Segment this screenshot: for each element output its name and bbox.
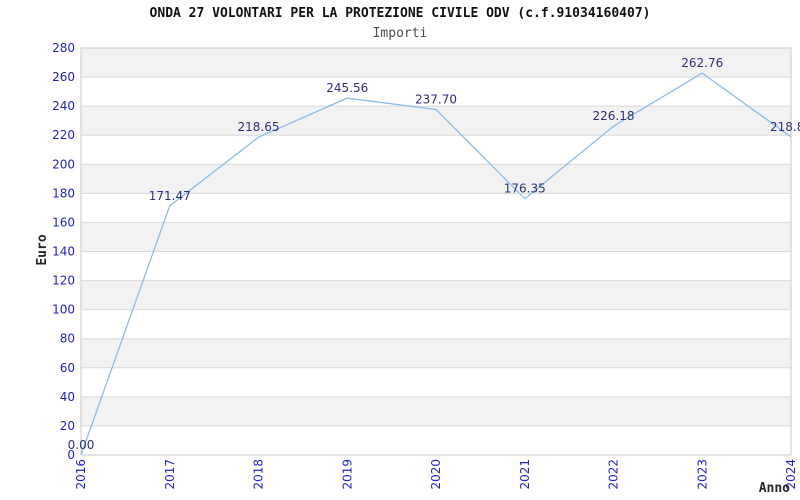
grid-band: [81, 106, 791, 136]
point-label: 218.65: [238, 120, 280, 134]
y-tick-label: 0: [67, 448, 75, 462]
plot-border: [80, 47, 792, 456]
point-label: 218.81: [770, 120, 800, 134]
y-tick-label: 120: [52, 274, 75, 288]
x-tick-label: 2017: [163, 459, 177, 490]
y-tick-label: 20: [60, 419, 75, 433]
point-label: 226.18: [593, 109, 635, 123]
x-tick-label: 2018: [252, 459, 266, 490]
point-label: 0.00: [68, 438, 95, 452]
point-label: 245.56: [326, 81, 368, 95]
y-tick-label: 100: [52, 303, 75, 317]
data-line: [80, 72, 792, 456]
y-tick-label: 160: [52, 215, 75, 229]
y-tick-label: 200: [52, 157, 75, 171]
x-tick-label: 2022: [607, 459, 621, 490]
chart-subtitle: Importi: [372, 26, 428, 41]
y-tick-label: 180: [52, 186, 75, 200]
y-tick-label: 40: [60, 390, 75, 404]
y-tick-label: 60: [60, 361, 75, 375]
x-tick-label: 2016: [74, 459, 88, 490]
point-label: 171.47: [149, 189, 191, 203]
x-tick-label: 2020: [429, 459, 443, 490]
grid-band: [81, 48, 791, 78]
y-tick-label: 220: [52, 128, 75, 142]
point-label: 176.35: [504, 182, 546, 196]
point-label: 237.70: [415, 92, 457, 106]
chart-title: ONDA 27 VOLONTARI PER LA PROTEZIONE CIVI…: [149, 6, 651, 21]
x-tick-label: 2023: [695, 459, 709, 490]
grid-band: [81, 396, 791, 426]
y-axis-title: Euro: [35, 234, 50, 265]
y-tick-label: 280: [52, 41, 75, 55]
x-tick-label: 2024: [784, 459, 798, 490]
y-tick-label: 260: [52, 70, 75, 84]
y-tick-label: 140: [52, 245, 75, 259]
y-tick-label: 80: [60, 332, 75, 346]
y-tick-label: 240: [52, 99, 75, 113]
grid-band: [81, 222, 791, 252]
x-tick-label: 2021: [518, 459, 532, 490]
grid-band: [81, 338, 791, 368]
grid-band: [81, 280, 791, 310]
point-label: 262.76: [681, 56, 723, 70]
grid-band: [81, 164, 791, 194]
x-axis-title: Anno: [759, 481, 790, 496]
x-tick-label: 2019: [340, 459, 354, 490]
